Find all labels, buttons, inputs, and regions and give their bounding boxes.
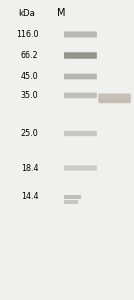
Text: M: M (57, 8, 66, 19)
FancyBboxPatch shape (98, 94, 131, 103)
FancyBboxPatch shape (64, 52, 97, 59)
Bar (64, 195, 81, 199)
FancyBboxPatch shape (64, 165, 97, 171)
Text: 116.0: 116.0 (16, 30, 38, 39)
Text: kDa: kDa (19, 9, 36, 18)
Text: 66.2: 66.2 (21, 51, 38, 60)
Text: 25.0: 25.0 (21, 129, 38, 138)
Text: 45.0: 45.0 (21, 72, 38, 81)
FancyBboxPatch shape (64, 92, 97, 98)
Text: 14.4: 14.4 (21, 192, 38, 201)
FancyBboxPatch shape (64, 131, 97, 136)
Bar (64, 200, 78, 203)
FancyBboxPatch shape (64, 32, 97, 38)
Text: 35.0: 35.0 (21, 91, 38, 100)
Text: 18.4: 18.4 (21, 164, 38, 172)
FancyBboxPatch shape (100, 95, 129, 99)
FancyBboxPatch shape (64, 74, 97, 80)
